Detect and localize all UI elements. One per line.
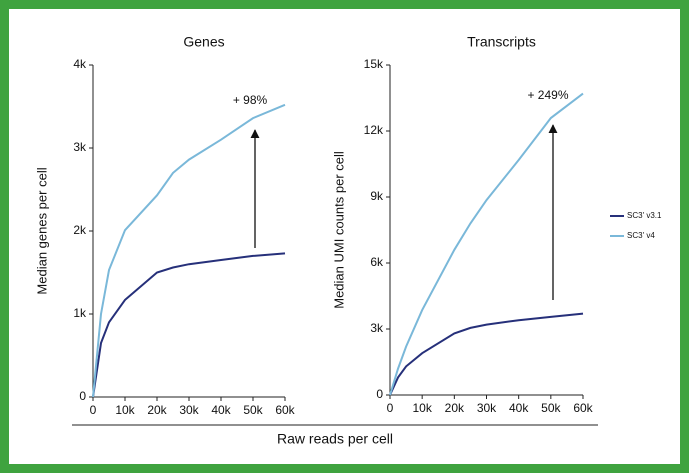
x-tick-label: 10k bbox=[115, 403, 135, 417]
x-tick-label: 60k bbox=[573, 401, 593, 415]
y-tick-label: 15k bbox=[364, 57, 384, 71]
x-tick-label: 0 bbox=[387, 401, 394, 415]
line bbox=[389, 92, 584, 396]
y-tick-label: 3k bbox=[73, 140, 87, 154]
y-label: Median UMI counts per cell bbox=[331, 151, 346, 309]
chart-title: Genes bbox=[183, 34, 224, 50]
y-tick-label: 1k bbox=[73, 306, 87, 320]
x-tick-label: 40k bbox=[509, 401, 529, 415]
annotation: + 249% bbox=[527, 88, 568, 102]
y-tick-label: 3k bbox=[370, 321, 384, 335]
line bbox=[92, 252, 286, 398]
y-tick-label: 6k bbox=[370, 255, 384, 269]
y-label: Median genes per cell bbox=[34, 167, 49, 294]
y-tick-label: 12k bbox=[364, 123, 384, 137]
x-tick-label: 30k bbox=[179, 403, 199, 417]
y-tick-label: 2k bbox=[73, 223, 87, 237]
x-tick-label: 10k bbox=[412, 401, 432, 415]
line bbox=[389, 312, 584, 396]
x-label: Raw reads per cell bbox=[277, 431, 393, 447]
x-tick-label: 40k bbox=[211, 403, 231, 417]
x-tick-label: 20k bbox=[147, 403, 167, 417]
x-tick-label: 50k bbox=[541, 401, 561, 415]
y-tick-label: 4k bbox=[73, 57, 87, 71]
x-tick-label: 20k bbox=[445, 401, 465, 415]
legend-label: SC3' v4 bbox=[627, 231, 655, 240]
y-tick-label: 0 bbox=[376, 387, 383, 401]
x-tick-label: 30k bbox=[477, 401, 497, 415]
y-tick-label: 0 bbox=[79, 389, 86, 403]
x-tick-label: 60k bbox=[275, 403, 295, 417]
y-tick-label: 9k bbox=[370, 189, 384, 203]
line bbox=[92, 103, 286, 398]
annotation: + 98% bbox=[233, 93, 268, 107]
chart-title: Transcripts bbox=[467, 34, 536, 50]
legend-label: SC3' v3.1 bbox=[627, 211, 662, 220]
x-tick-label: 50k bbox=[243, 403, 263, 417]
x-tick-label: 0 bbox=[90, 403, 97, 417]
